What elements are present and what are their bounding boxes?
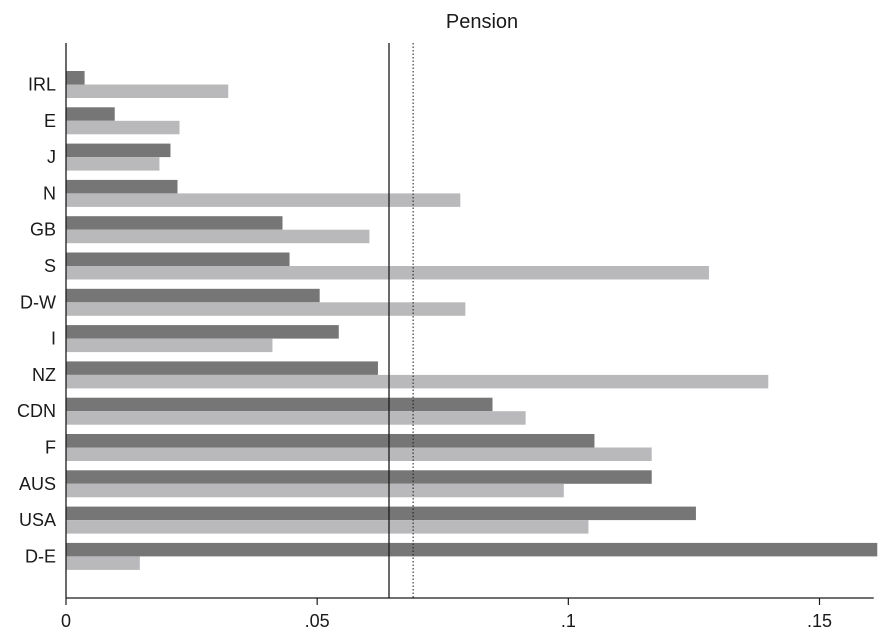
bar-d-w-series-2	[66, 302, 466, 316]
x-tick-label: .1	[561, 611, 576, 631]
y-tick-label-cdn: CDN	[17, 401, 56, 421]
bar-n-series-2	[66, 193, 461, 207]
bar-s-series-1	[66, 252, 290, 266]
y-tick-label-j: J	[47, 147, 56, 167]
x-tick-label: .05	[305, 611, 330, 631]
axes: IRL EJN GB S D-W I NZ CDN F AUS USA D-E 0 .05 .1 .15	[17, 43, 874, 631]
bar-aus-series-2	[66, 483, 564, 498]
x-tick-label: .15	[807, 611, 832, 631]
y-tick-label-irl: IRL	[28, 75, 56, 95]
bar-s-series-2	[66, 266, 709, 280]
bar-d-e-series-2	[66, 556, 140, 570]
y-tick-label-e: E	[44, 111, 56, 131]
bar-aus-series-1	[66, 470, 652, 484]
bar-irl-series-2	[66, 84, 229, 98]
bar-n-series-1	[66, 179, 178, 194]
bar-i-series-2	[66, 338, 273, 353]
y-tick-label-usa: USA	[19, 510, 56, 530]
y-tick-label-i: I	[51, 329, 56, 349]
x-tick-label: 0	[61, 611, 71, 631]
bar-nz-series-2	[66, 374, 769, 389]
bar-f-series-1	[66, 434, 595, 448]
bar-i-series-1	[66, 325, 339, 339]
y-tick-label-d-e: D-E	[25, 546, 56, 566]
y-tick-label-n: N	[43, 183, 56, 203]
y-tick-label-d-w: D-W	[20, 292, 56, 312]
bar-gb-series-2	[66, 229, 370, 244]
bar-nz-series-1	[66, 361, 378, 375]
y-tick-label-f: F	[45, 438, 56, 458]
bar-j-series-2	[66, 157, 160, 171]
bar-d-w-series-1	[66, 288, 320, 303]
bar-usa-series-1	[66, 506, 696, 521]
chart-title: Pension	[446, 11, 518, 33]
y-tick-label-aus: AUS	[19, 474, 56, 494]
bar-cdn-series-2	[66, 411, 526, 425]
y-tick-label-s: S	[44, 256, 56, 276]
bar-usa-series-2	[66, 520, 589, 534]
y-tick-label-gb: GB	[30, 220, 56, 240]
bar-e-series-2	[66, 120, 180, 135]
bar-f-series-2	[66, 447, 652, 461]
bar-gb-series-1	[66, 216, 283, 230]
reference-lines	[388, 43, 414, 598]
bar-irl-series-1	[66, 71, 85, 85]
bar-cdn-series-1	[66, 397, 493, 412]
y-tick-label-nz: NZ	[32, 365, 56, 385]
bar-d-e-series-1	[66, 542, 878, 557]
bar-e-series-1	[66, 107, 115, 121]
bars-layer	[66, 71, 878, 570]
bar-j-series-1	[66, 143, 171, 158]
